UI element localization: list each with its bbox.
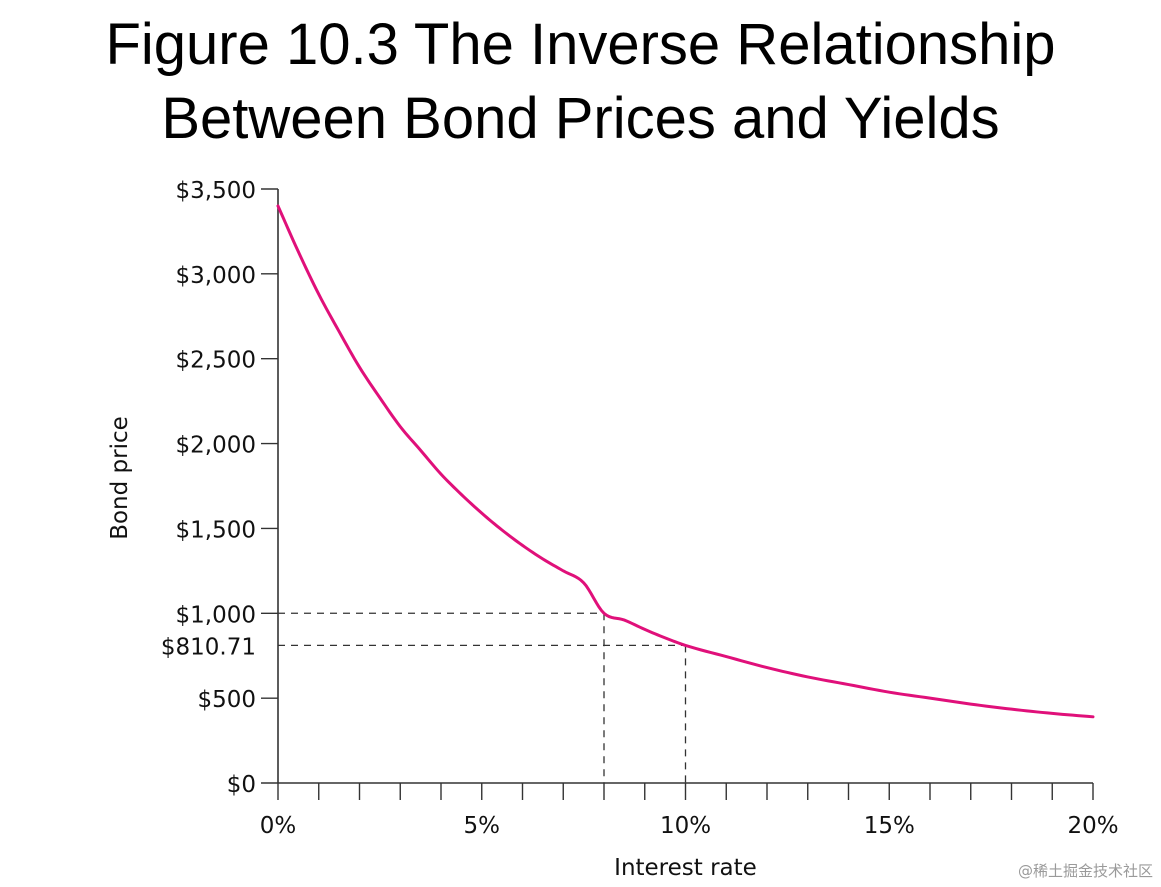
y-axis-title: Bond price [107,416,133,540]
series [276,204,1095,719]
y-tick-label: $500 [197,687,256,713]
x-tick-label: 5% [464,813,501,839]
chart-title-line-1: Figure 10.3 The Inverse Relationship [105,12,1056,77]
y-tick-label: $3,500 [176,178,256,204]
x-tick-label: 0% [260,813,297,839]
reference-lines [278,612,687,783]
series-line [276,204,1095,719]
watermark: @稀土掘金技术社区 [1017,862,1153,880]
y-tick-label: $1,000 [176,602,256,628]
tick-labels: 0% 5% 10% 15% 20% $0 $500 $810.71 $1,000 $1,500 $2… [161,178,1119,839]
y-tick-label: $2,500 [176,348,256,374]
y-tick-label: $810.71 [161,634,256,660]
y-tick-label: $1,500 [176,517,256,543]
x-tick-label: 10% [660,813,711,839]
y-tick-label: $2,000 [176,433,256,459]
chart-title-line-2: Between Bond Prices and Yields [161,86,1000,151]
y-tick-label: $0 [227,772,256,798]
y-tick-label: $3,000 [176,263,256,289]
axes [261,188,1094,800]
chart-title: Figure 10.3 The Inverse Relationship Bet… [0,8,1161,156]
x-axis-title: Interest rate [614,855,757,881]
x-tick-label: 15% [864,813,915,839]
x-tick-label: 20% [1067,813,1118,839]
